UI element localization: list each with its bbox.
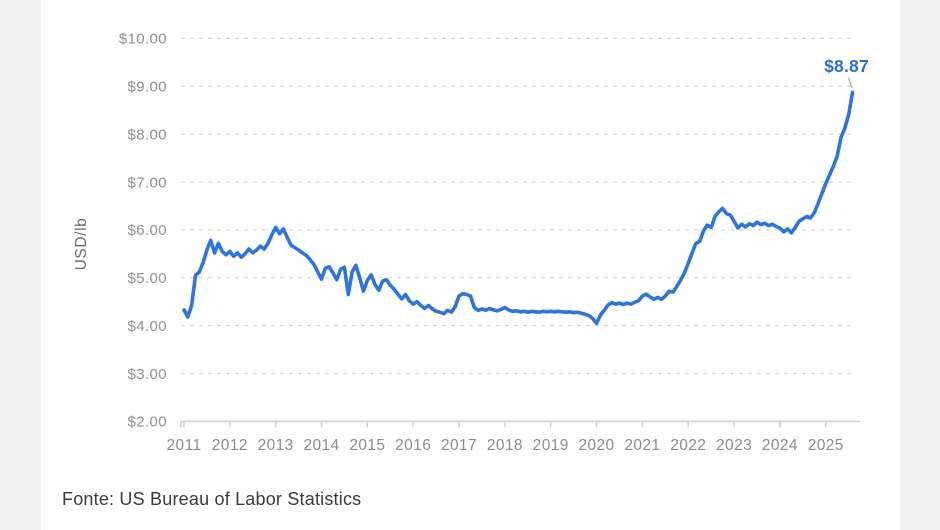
price-series-line [182,90,855,326]
x-axis-year-label: 2022 [670,437,706,454]
x-axis-year-label: 2020 [579,437,615,454]
y-axis-tick-label: $3.00 [127,366,167,383]
left-margin-panel [0,0,41,530]
y-axis-tick-label: $7.00 [127,174,167,191]
y-axis-tick-label: $9.00 [127,79,167,96]
x-axis-year-label: 2025 [808,437,844,454]
y-axis-tick-label: $6.00 [127,222,167,239]
x-axis-year-label: 2021 [624,437,660,454]
y-axis-title: USD/lb [73,218,90,271]
y-axis-tick-label: $5.00 [127,270,167,287]
x-axis-year-label: 2013 [258,437,294,454]
x-axis-year-label: 2023 [716,437,752,454]
x-axis-year-label: 2014 [303,437,339,454]
x-axis-year-label: 2011 [167,437,202,454]
x-axis-year-label: 2024 [762,437,798,454]
x-axis-year-label: 2015 [349,437,385,454]
right-margin-panel [900,0,940,530]
annotation-connector [847,77,853,89]
x-axis-year-label: 2018 [487,437,523,454]
y-axis-tick-label: $10.00 [119,31,167,48]
x-axis-year-label: 2012 [212,437,248,454]
source-note: Fonte: US Bureau of Labor Statistics [62,489,362,509]
x-axis-year-label: 2017 [441,437,477,454]
y-axis-tick-label: $8.00 [127,126,167,143]
latest-value-annotation: $8.87 [824,56,869,76]
x-axis-year-label: 2019 [533,437,569,454]
x-axis-year-label: 2016 [395,437,431,454]
y-axis-tick-label: $2.00 [127,414,167,431]
y-axis-tick-label: $4.00 [127,318,167,335]
